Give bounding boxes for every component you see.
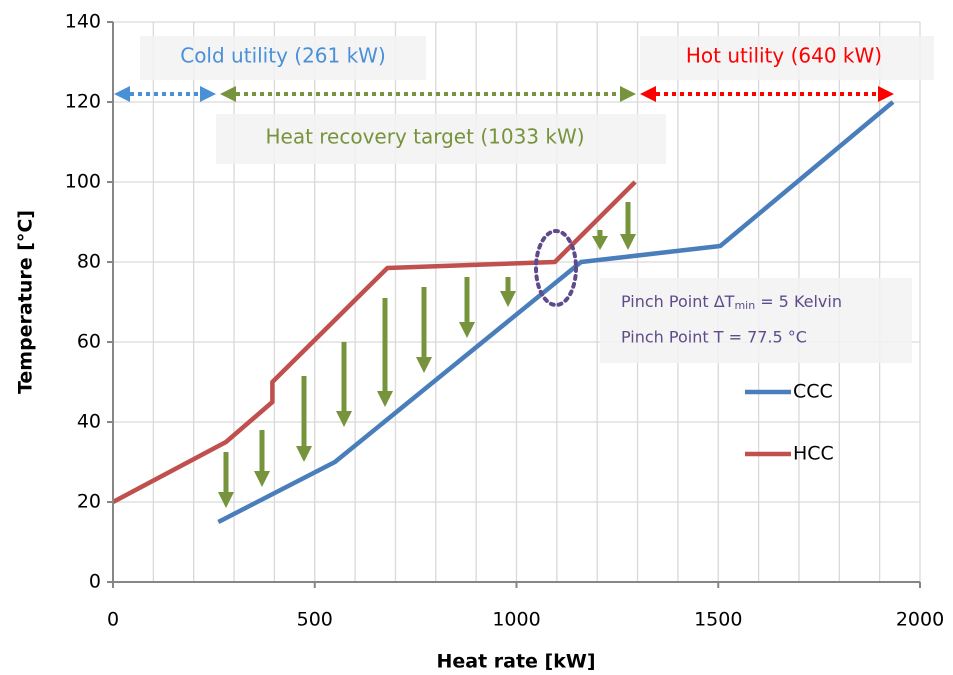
pinch-dt-sub: min xyxy=(734,299,755,312)
heat-transfer-arrows xyxy=(218,202,636,508)
legend-label: HCC xyxy=(793,443,834,465)
x-tick-label: 2000 xyxy=(896,609,944,631)
pinch-dt-suffix: = 5 Kelvin xyxy=(760,292,842,311)
heat-recovery-label: Heat recovery target (1033 kW) xyxy=(265,125,584,149)
arrow-head xyxy=(336,411,352,427)
arrow-head xyxy=(377,391,393,407)
annotation-boxes xyxy=(140,36,934,363)
pinch-dt-text: Pinch Point ΔT xyxy=(621,292,735,311)
label-box xyxy=(216,114,666,164)
label-box xyxy=(600,278,912,363)
arrow-head xyxy=(459,322,475,338)
arrow-head xyxy=(416,357,432,373)
y-tick-label: 0 xyxy=(89,571,101,593)
pinch-t-label: Pinch Point T = 77.5 °C xyxy=(621,328,807,347)
arrow-head xyxy=(592,236,608,250)
pinch-dt-label: Pinch Point ΔTmin = 5 Kelvin xyxy=(621,292,842,313)
label-box xyxy=(640,36,934,80)
y-axis-label: Temperature [°C] xyxy=(15,210,37,394)
y-tick-label: 60 xyxy=(77,331,101,353)
x-tick-label: 500 xyxy=(297,609,333,631)
y-tick-label: 100 xyxy=(65,171,101,193)
y-tick-label: 120 xyxy=(65,91,101,113)
series xyxy=(111,100,895,525)
cold-utility-label: Cold utility (261 kW) xyxy=(180,44,386,68)
y-tick-label: 20 xyxy=(77,491,101,513)
y-tick-label: 40 xyxy=(77,411,101,433)
x-tick-label: 1000 xyxy=(492,609,540,631)
arrow-head xyxy=(620,234,636,250)
arrow-head xyxy=(500,291,516,307)
x-axis-label: Heat rate [kW] xyxy=(436,651,595,673)
arrow-head xyxy=(254,471,270,487)
y-tick-label: 80 xyxy=(77,251,101,273)
arrow-head xyxy=(296,446,312,462)
axes: 0 20 40 60 80 100 120 140 0 500 1000 1500 2000 xyxy=(65,11,944,631)
legend-label: CCC xyxy=(793,381,833,403)
series-line xyxy=(111,180,637,504)
x-tick-label: 1500 xyxy=(694,609,742,631)
series-line xyxy=(217,100,895,525)
label-box xyxy=(140,36,426,80)
pinch-ellipse xyxy=(534,229,578,307)
x-tick-label: 0 xyxy=(107,609,119,631)
hot-utility-label: Hot utility (640 kW) xyxy=(686,44,882,68)
y-tick-label: 140 xyxy=(65,11,101,33)
arrow-head xyxy=(218,492,234,508)
